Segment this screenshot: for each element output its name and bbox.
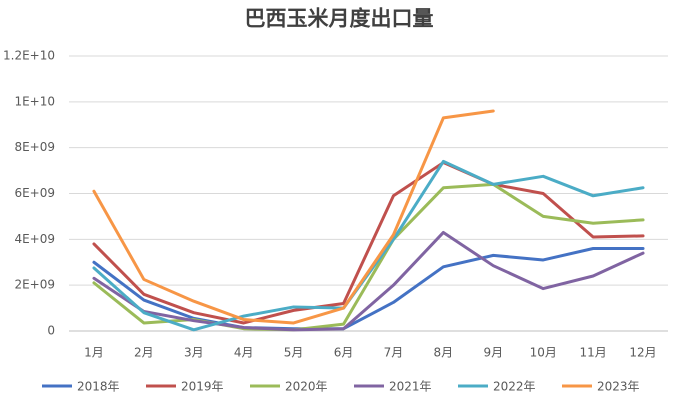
chart-title: 巴西玉米月度出口量	[245, 6, 434, 31]
x-tick-label: 2月	[134, 346, 154, 360]
y-tick-label: 2E+09	[14, 278, 55, 292]
x-tick-label: 12月	[629, 346, 656, 360]
series-line	[92, 230, 645, 332]
legend-label: 2021年	[389, 380, 432, 394]
y-tick-label: 6E+09	[14, 186, 55, 200]
series-line	[92, 159, 645, 332]
x-tick-label: 5月	[284, 346, 304, 360]
x-tick-label: 1月	[84, 346, 104, 360]
series-line	[92, 161, 645, 325]
x-tick-label: 6月	[334, 346, 354, 360]
y-tick-label: 1E+10	[14, 94, 55, 108]
x-tick-label: 7月	[384, 346, 404, 360]
legend-label: 2022年	[493, 380, 536, 394]
series-line	[92, 247, 645, 331]
y-tick-label: 8E+09	[14, 140, 55, 154]
x-tick-label: 8月	[434, 346, 454, 360]
legend-label: 2020年	[285, 380, 328, 394]
x-tick-label: 10月	[530, 346, 557, 360]
legend-label: 2019年	[181, 380, 224, 394]
series-line	[92, 109, 495, 325]
y-tick-label: 0	[47, 324, 55, 338]
x-tick-label: 9月	[483, 346, 503, 360]
x-tick-label: 3月	[184, 346, 204, 360]
legend-label: 2018年	[77, 380, 120, 394]
y-tick-label: 4E+09	[14, 232, 55, 246]
legend-label: 2023年	[597, 380, 640, 394]
x-tick-label: 4月	[234, 346, 254, 360]
x-tick-label: 11月	[579, 346, 606, 360]
y-tick-label: 1.2E+10	[3, 49, 55, 63]
